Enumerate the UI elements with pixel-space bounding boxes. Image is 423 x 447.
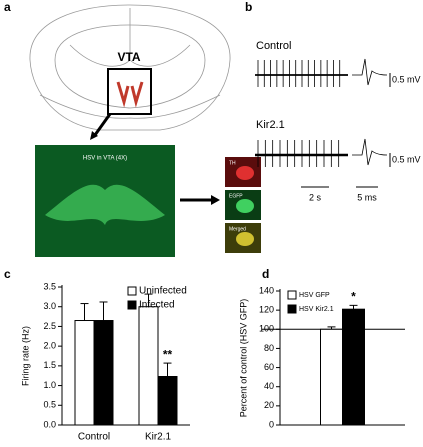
arrow — [93, 113, 112, 136]
y-tick-label: 1.0 — [43, 380, 56, 390]
inset-label: Merged — [229, 226, 246, 232]
y-tick-label: 20 — [264, 400, 274, 410]
bar — [342, 308, 365, 426]
y-tick-label: 2.5 — [43, 321, 56, 331]
y-tick-label: 60 — [264, 362, 274, 372]
y-axis-label: Percent of control (HSV GFP) — [238, 299, 248, 418]
inset-cell — [236, 166, 254, 180]
spike-waveform — [352, 138, 388, 166]
legend-label: HSV GFP — [299, 292, 330, 299]
region-label: VTA — [117, 50, 140, 64]
spike-waveform — [352, 58, 388, 86]
y-tick-label: 0 — [269, 419, 274, 429]
micrograph-signal — [45, 184, 165, 225]
bar — [138, 306, 159, 426]
panel-label: c — [4, 267, 11, 281]
significance-marker: * — [351, 290, 356, 304]
vta-region — [116, 81, 144, 108]
y-tick-label: 2.0 — [43, 341, 56, 351]
legend-swatch — [127, 300, 137, 310]
bar — [320, 328, 343, 426]
y-tick-label: 100 — [259, 324, 274, 334]
scale-bar — [301, 73, 391, 188]
arrow-head — [90, 131, 98, 140]
inset-cell — [236, 232, 254, 246]
panel-label: b — [245, 0, 252, 14]
bar — [93, 320, 114, 426]
legend-swatch — [287, 304, 297, 314]
panel-label: a — [4, 0, 11, 14]
bar — [157, 376, 178, 426]
y-tick-label: 40 — [264, 381, 274, 391]
y-tick-label: 0.0 — [43, 419, 56, 429]
y-tick-label: 120 — [259, 305, 274, 315]
bar — [74, 320, 95, 426]
y-tick-label: 3.0 — [43, 301, 56, 311]
trace-label: Control — [256, 40, 291, 52]
region-box — [107, 68, 152, 115]
x-tick-label: Kir2.1 — [145, 432, 172, 442]
y-axis-label: Firing rate (Hz) — [20, 326, 30, 386]
panel-label: d — [262, 267, 269, 281]
inset-label: TH — [229, 160, 236, 166]
y-tick-label: 80 — [264, 343, 274, 353]
time-scale: 5 ms — [357, 192, 377, 202]
y-tick-label: 1.5 — [43, 360, 56, 370]
legend-swatch — [287, 290, 297, 300]
y-tick-label: 140 — [259, 285, 274, 295]
time-scale: 2 s — [309, 192, 322, 202]
y-tick-label: 0.5 — [43, 400, 56, 410]
x-tick-label: Control — [78, 432, 110, 442]
legend-label: Infected — [139, 300, 175, 311]
image-caption: HSV in VTA (4X) — [83, 156, 127, 162]
brain-atlas — [29, 4, 231, 131]
amplitude-scale: 0.5 mV — [392, 74, 421, 84]
inset-label: EGFP — [229, 193, 243, 199]
significance-marker: ** — [163, 347, 173, 361]
inset-cell — [236, 199, 254, 213]
legend-label: Uninfected — [139, 286, 187, 297]
amplitude-scale: 0.5 mV — [392, 154, 421, 164]
legend-swatch — [127, 286, 137, 296]
y-tick-label: 3.5 — [43, 281, 56, 291]
trace-label: Kir2.1 — [256, 119, 285, 131]
legend-label: HSV Kir2.1 — [299, 306, 334, 313]
arrow-head — [211, 195, 220, 205]
